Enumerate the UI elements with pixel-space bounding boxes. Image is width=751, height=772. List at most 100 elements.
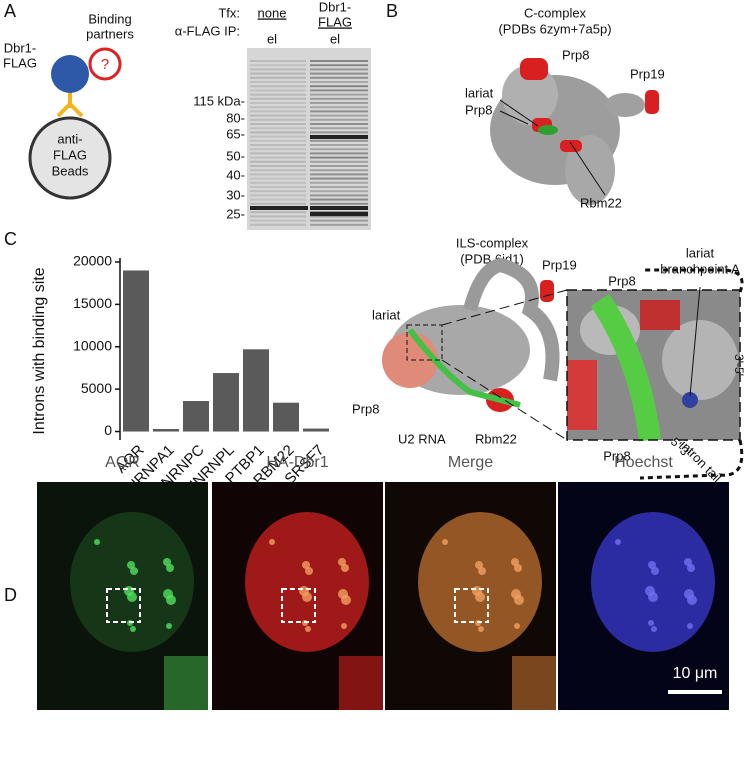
band [250, 220, 306, 222]
band [310, 77, 368, 79]
band [310, 203, 368, 205]
band [310, 123, 368, 125]
panel-label: C [4, 229, 17, 249]
band [310, 89, 368, 91]
band [250, 123, 306, 125]
text: (PDBs 6zym+7a5p) [498, 21, 611, 36]
band [250, 94, 306, 96]
band [310, 119, 368, 121]
marker-label: 65- [226, 126, 245, 141]
channel-title: AQR [105, 454, 140, 471]
panel-label: B [386, 1, 398, 21]
band [310, 224, 368, 226]
speckle [645, 586, 655, 596]
text: anti- [57, 131, 82, 146]
y-tick-label: 10000 [73, 337, 112, 353]
text: partners [86, 26, 134, 41]
band [310, 194, 368, 196]
band [250, 211, 306, 213]
speckle [475, 561, 483, 569]
band [250, 102, 306, 104]
speckle [511, 558, 519, 566]
speckle [130, 626, 136, 632]
band [250, 161, 306, 163]
band [310, 165, 368, 167]
text: Prp8 [608, 273, 635, 288]
linker [70, 104, 82, 116]
speckle [124, 586, 134, 596]
text: lariat [372, 307, 401, 322]
text: Dbr1- [4, 40, 37, 55]
channel-title: HA-Dbr1 [266, 454, 328, 471]
speckle [442, 539, 448, 545]
band [250, 186, 306, 188]
band [310, 110, 368, 112]
band [250, 182, 306, 184]
text: Prp19 [542, 257, 577, 272]
y-tick-label: 5000 [81, 380, 112, 396]
text: U2 RNA [398, 431, 446, 446]
channel-title: Hoechst [614, 454, 673, 471]
band [250, 64, 306, 66]
linker [58, 104, 70, 116]
text: lariat [686, 245, 715, 260]
speckle [648, 561, 656, 569]
text: Prp8 [352, 401, 379, 416]
band [250, 178, 306, 180]
text: none [258, 5, 287, 20]
band [250, 110, 306, 112]
speckle [684, 558, 692, 566]
band [310, 157, 368, 159]
micrographs: AQR HA-Dbr1 Merge Hoechst10 μm [37, 454, 729, 710]
dbr1-bait [51, 55, 89, 93]
bar [243, 349, 269, 431]
band [310, 173, 368, 175]
text: Binding [88, 11, 131, 26]
inset [164, 656, 208, 710]
marker-label: 80- [226, 110, 245, 125]
band [250, 144, 306, 146]
text: FLAG [53, 147, 87, 162]
text: Prp8 [465, 102, 492, 117]
band [250, 131, 306, 133]
zoom-view [567, 270, 742, 478]
speckle [163, 558, 171, 566]
band [310, 220, 368, 222]
text: Prp8 [562, 47, 589, 62]
speckle [615, 539, 621, 545]
speckle [687, 623, 693, 629]
bar [213, 373, 239, 431]
bar [303, 429, 329, 432]
text: Tfx: [218, 5, 240, 20]
band [310, 64, 368, 66]
band [250, 68, 306, 70]
band [250, 148, 306, 150]
figure: A ? Binding partners Dbr1- FLAG anti- FL… [0, 0, 751, 772]
band [310, 190, 368, 192]
band [250, 203, 306, 205]
speckle [341, 623, 347, 629]
band [310, 144, 368, 146]
band [310, 140, 368, 142]
speckle [163, 589, 173, 599]
bar [153, 429, 179, 432]
marker-label: 50- [226, 148, 245, 163]
band [250, 165, 306, 167]
speckle [338, 589, 348, 599]
speckle [94, 539, 100, 545]
band [250, 190, 306, 192]
speckle [648, 620, 654, 626]
marker-label: 40- [226, 167, 245, 182]
band [250, 81, 306, 83]
band [310, 68, 368, 70]
band [250, 115, 306, 117]
band [250, 173, 306, 175]
text: Rbm22 [475, 431, 517, 446]
band [250, 215, 306, 217]
band [310, 135, 368, 139]
band [310, 206, 368, 210]
band [250, 140, 306, 142]
speckle [478, 626, 484, 632]
panel-label: A [4, 1, 16, 21]
text: FLAG [3, 55, 37, 70]
